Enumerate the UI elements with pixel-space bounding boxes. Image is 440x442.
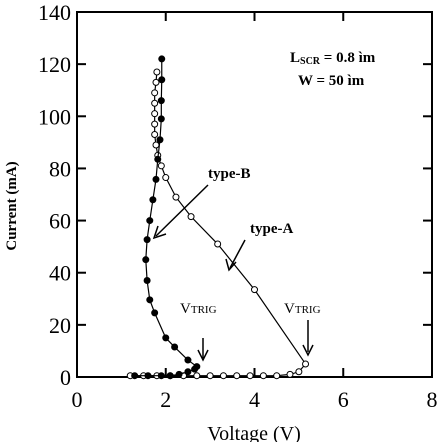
data-point <box>149 196 157 204</box>
data-point <box>144 372 152 380</box>
data-point <box>151 99 159 107</box>
y-tick-label: 0 <box>60 365 71 390</box>
data-point <box>246 372 254 380</box>
data-point <box>273 372 281 380</box>
data-point <box>162 174 170 182</box>
y-tick-label: 40 <box>49 261 71 286</box>
annotation-part: L <box>290 50 300 66</box>
x-tick-label: 6 <box>338 387 349 412</box>
x-tick-label: 0 <box>72 387 83 412</box>
data-point <box>162 334 170 342</box>
data-point <box>166 372 174 380</box>
y-tick-label: 60 <box>49 209 71 234</box>
annotation: VTRIG <box>180 301 217 317</box>
x-tick-label: 8 <box>427 387 438 412</box>
data-point <box>206 372 214 380</box>
arrows <box>152 184 314 362</box>
data-point <box>184 368 192 376</box>
x-tick-label: 4 <box>249 387 260 412</box>
annotation-part: V <box>180 301 191 317</box>
data-point <box>157 162 165 170</box>
data-point <box>187 213 195 221</box>
annotation-part: TRIG <box>295 304 321 316</box>
arrow-head <box>152 225 167 240</box>
data-point <box>193 363 201 371</box>
data-point <box>146 296 154 304</box>
annotation-part: SCR <box>300 56 321 67</box>
arrow <box>229 239 246 269</box>
data-point <box>157 97 165 105</box>
series-line <box>134 58 198 377</box>
data-point <box>142 256 150 264</box>
data-point <box>214 240 222 248</box>
y-tick-label: 100 <box>38 104 71 129</box>
data-point <box>146 217 154 225</box>
y-axis-label: Current (mA) <box>4 161 20 250</box>
annotation: W = 50 ìm <box>298 73 365 89</box>
arrow-head <box>197 349 209 362</box>
x-axis-label: Voltage (V) <box>207 423 301 442</box>
data-point <box>193 372 201 380</box>
data-point <box>131 372 139 380</box>
data-point <box>143 277 151 285</box>
data-point <box>151 309 159 317</box>
data-point <box>184 356 192 364</box>
data-point <box>172 193 180 201</box>
data-point <box>233 372 241 380</box>
y-tick-label: 80 <box>49 156 71 181</box>
data-point <box>251 286 258 294</box>
y-tick-label: 140 <box>38 0 71 25</box>
data-point <box>286 370 294 378</box>
plot-frame <box>76 11 433 378</box>
arrow <box>155 184 209 237</box>
x-tick-label: 2 <box>160 387 171 412</box>
data-point <box>152 141 160 149</box>
data-point <box>219 372 227 380</box>
data-point <box>143 236 151 244</box>
data-point <box>175 370 183 378</box>
data-point <box>158 55 166 63</box>
data-point <box>156 136 164 144</box>
y-tick-label: 20 <box>49 313 71 338</box>
arrow-head <box>302 344 314 357</box>
data-point <box>151 110 159 118</box>
data-point <box>171 343 179 351</box>
data-point <box>157 372 165 380</box>
annotation: type-A <box>250 221 293 237</box>
data-point <box>295 368 303 376</box>
data-point <box>153 68 161 76</box>
data-point <box>259 372 267 380</box>
data-point <box>158 76 166 84</box>
y-tick-label: 120 <box>38 52 71 77</box>
data-point <box>151 120 159 128</box>
annotation-part: = 0.8 ìm <box>320 50 376 66</box>
data-point <box>152 175 160 183</box>
data-point <box>302 360 310 368</box>
annotation-part: TRIG <box>191 304 217 316</box>
annotation-part: V <box>284 301 295 317</box>
annotation: VTRIG <box>284 301 321 317</box>
data-point <box>151 131 159 139</box>
data-point <box>157 115 165 123</box>
annotation: type-B <box>208 166 251 182</box>
data-point <box>152 78 160 86</box>
data-point <box>151 89 159 97</box>
data-point <box>154 155 162 163</box>
annotation: LSCR = 0.8 ìm <box>290 50 376 67</box>
